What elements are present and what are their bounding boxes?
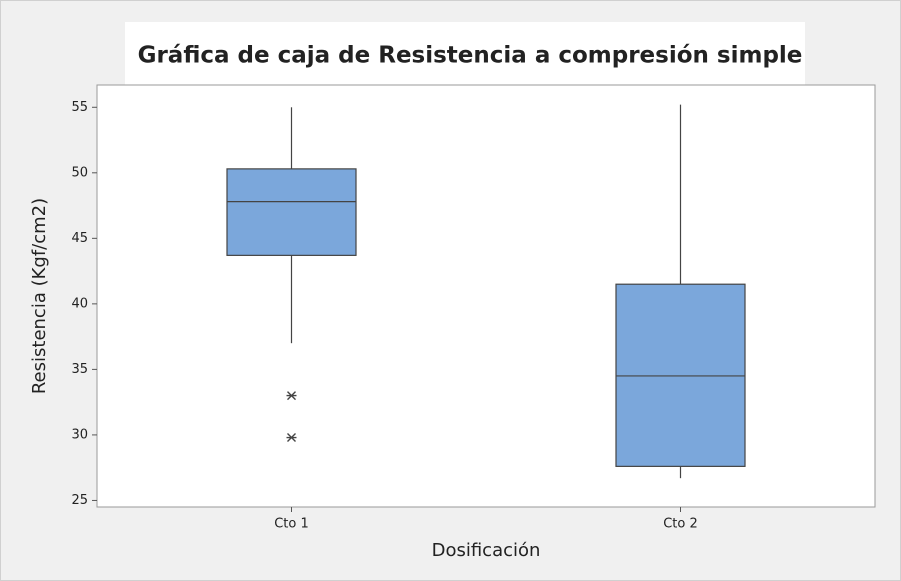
x-axis-title: Dosificación [432,540,541,561]
outlier [286,391,297,401]
y-tick-label: 40 [71,296,88,311]
outlier [286,433,297,443]
y-tick-label: 45 [71,231,88,246]
title-band [125,22,805,85]
plot-area [96,84,876,508]
box [226,168,357,256]
y-tick-label: 50 [71,165,88,180]
y-tick-label: 30 [71,427,88,442]
y-tick-label: 55 [71,100,88,115]
x-tick-label: Cto 2 [663,517,698,532]
y-axis-title: Resistencia (Kgf/cm2) [29,198,50,394]
y-tick-label: 35 [71,362,88,377]
chart-title: Gráfica de caja de Resistencia a compres… [138,43,803,69]
x-tick-label: Cto 1 [274,517,309,532]
y-tick-label: 25 [71,493,88,508]
box [615,283,746,467]
